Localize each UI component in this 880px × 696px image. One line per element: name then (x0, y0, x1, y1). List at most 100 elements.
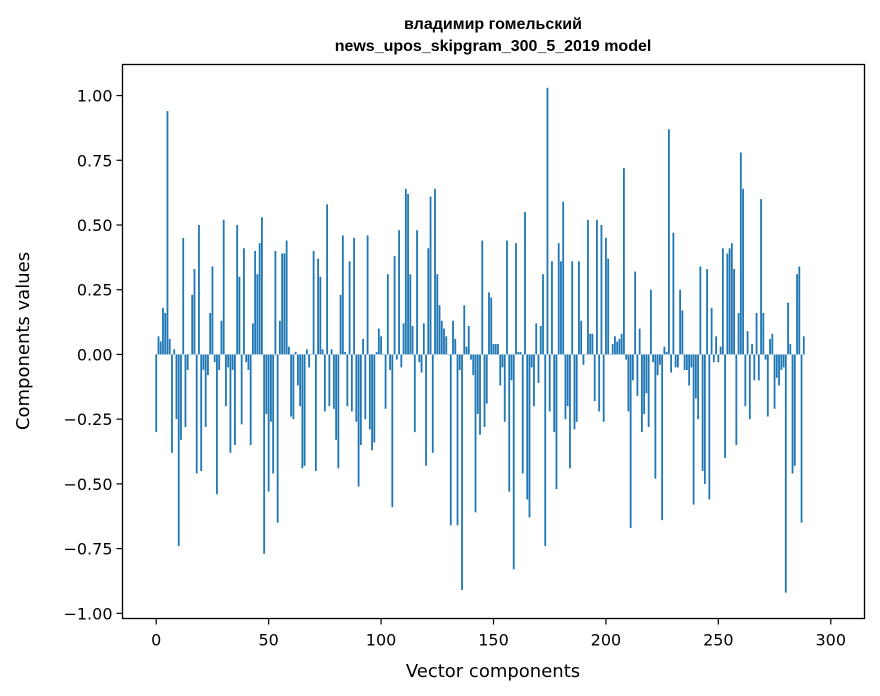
bar (299, 354, 302, 407)
bar (416, 230, 418, 355)
bar (629, 354, 632, 528)
bar (672, 232, 675, 355)
bar (350, 354, 353, 412)
bar (240, 354, 243, 425)
bar (679, 289, 682, 355)
y-tick-label: 1.00 (77, 87, 113, 106)
bar (694, 354, 697, 399)
bar (778, 354, 780, 386)
bar (429, 196, 432, 355)
bar (620, 333, 623, 355)
bar (427, 248, 430, 355)
bar (578, 261, 580, 355)
bar (382, 354, 385, 355)
bar (411, 325, 414, 355)
bar (748, 354, 751, 420)
x-tick-label: 100 (366, 631, 397, 650)
bar (164, 313, 167, 355)
bar (715, 336, 717, 355)
bar (375, 351, 378, 355)
bar (773, 354, 776, 409)
bar (458, 354, 461, 370)
bar (461, 354, 463, 591)
bar (571, 261, 574, 355)
bar (641, 354, 643, 433)
bar (189, 354, 191, 355)
bar (751, 344, 753, 355)
bar (591, 333, 594, 355)
bar (683, 354, 686, 370)
bar (789, 344, 792, 355)
y-tick-label: 0.25 (77, 281, 113, 300)
bar (191, 294, 194, 355)
bar (283, 253, 286, 355)
bar (452, 320, 454, 355)
y-tick-label: 0.75 (77, 151, 113, 170)
bar (184, 354, 187, 427)
bar (222, 219, 225, 355)
bar (209, 313, 212, 355)
bar (263, 354, 266, 554)
plot-frame (121, 63, 866, 620)
bar (213, 354, 216, 363)
bar (231, 354, 234, 370)
bar (434, 188, 436, 355)
bar (173, 349, 176, 355)
x-axis-label: Vector components (406, 661, 580, 682)
bar (544, 354, 547, 547)
bar (317, 258, 320, 355)
bar (371, 354, 373, 451)
bar (321, 349, 324, 355)
bar (560, 261, 562, 355)
bar (551, 261, 553, 355)
bar (380, 336, 382, 355)
bar (530, 354, 533, 368)
bar (627, 354, 630, 412)
bar (292, 354, 295, 420)
bar (494, 344, 497, 355)
bar (499, 354, 502, 386)
bar (357, 354, 360, 487)
bar (339, 294, 342, 355)
bar (256, 274, 259, 355)
bar (528, 354, 531, 518)
bar (402, 323, 405, 355)
bar (739, 152, 742, 355)
bar (744, 354, 747, 407)
bar (623, 168, 625, 355)
bar (692, 354, 695, 505)
bar (575, 354, 578, 422)
bar (328, 354, 331, 407)
bar (685, 354, 688, 370)
x-tick-label: 150 (478, 631, 509, 650)
bar (587, 219, 589, 355)
bar (517, 351, 520, 355)
bar (589, 333, 592, 355)
bar (447, 354, 450, 355)
x-tick-label: 50 (258, 631, 278, 650)
bar (247, 354, 250, 370)
bar (296, 354, 299, 386)
bar (168, 338, 171, 355)
bar (202, 354, 205, 370)
bar (582, 354, 585, 365)
bar (312, 250, 315, 355)
bar (204, 354, 207, 427)
bar (177, 354, 180, 547)
bar (386, 274, 389, 355)
bar (234, 354, 236, 446)
bar (787, 302, 789, 355)
bar (278, 320, 281, 355)
bar (793, 354, 796, 466)
bar (377, 328, 380, 355)
bar (490, 297, 493, 355)
y-tick-label: −1.00 (63, 604, 112, 623)
bar (515, 243, 517, 355)
bar (609, 354, 612, 355)
bar (287, 346, 290, 355)
y-tick-label: 0.00 (77, 345, 113, 364)
bar (618, 338, 621, 355)
bar (218, 354, 221, 370)
bar (431, 354, 434, 453)
bar (600, 225, 603, 355)
